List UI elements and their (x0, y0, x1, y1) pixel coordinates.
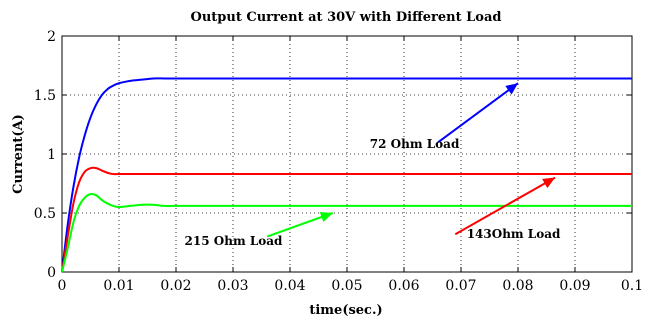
annotation-arrow-head (542, 177, 556, 189)
x-tick-label: 0.04 (274, 278, 305, 294)
y-tick-label: 0 (47, 265, 56, 281)
series-line-1 (61, 77, 632, 273)
x-tick-label: 0.06 (388, 278, 419, 294)
x-tick-label: 0.03 (217, 278, 248, 294)
chart-title: Output Current at 30V with Different Loa… (191, 10, 502, 25)
y-tick-label: 2 (47, 29, 56, 45)
x-tick-label: 0.01 (103, 278, 134, 294)
x-tick-label: 0.02 (160, 278, 191, 294)
x-axis-label: time(sec.) (309, 303, 382, 318)
axis-ticks: 0 0.01 0.02 0.03 0.04 0.05 0.06 0.07 0.08 0.09 0.1… (34, 29, 643, 294)
series-layer (61, 77, 632, 273)
annotation-arrow-head (505, 83, 518, 95)
annotation-arrow-line (454, 176, 556, 236)
annotation-arrow-head (319, 212, 333, 223)
annotation-label: 215 Ohm Load (185, 234, 283, 248)
x-tick-label: 0.1 (621, 278, 643, 294)
x-tick-label: 0 (58, 278, 67, 294)
series-line-3 (61, 193, 632, 273)
annotation-arrow-line (437, 82, 519, 144)
x-tick-label: 0.07 (445, 278, 476, 294)
y-tick-label: 0.5 (34, 206, 56, 222)
x-tick-label: 0.08 (502, 278, 533, 294)
x-tick-label: 0.05 (331, 278, 362, 294)
annotation-label: 143Ohm Load (467, 227, 561, 241)
series-line-2 (61, 166, 632, 273)
y-tick-label: 1 (47, 147, 56, 163)
y-axis-label: Current(A) (11, 114, 26, 194)
annotation-layer: 72 Ohm Load 143Ohm Load 215 Ohm Load (185, 82, 561, 248)
annotation-label: 72 Ohm Load (370, 137, 460, 151)
y-tick-label: 1.5 (34, 88, 56, 104)
x-tick-label: 0.09 (559, 278, 590, 294)
grid (62, 36, 632, 272)
